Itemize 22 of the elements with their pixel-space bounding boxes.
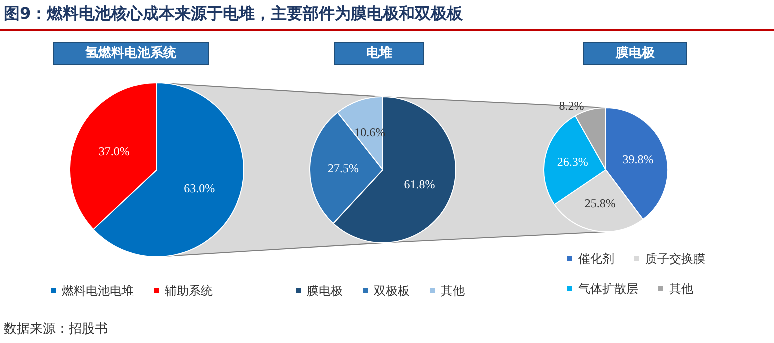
- legend-label: 双极板: [374, 284, 410, 298]
- data-label: 27.5%: [328, 161, 360, 176]
- chart-title: 氢燃料电池系统: [84, 45, 178, 61]
- chart-title: 膜电极: [615, 46, 656, 61]
- legend-label: 燃料电池电堆: [62, 284, 134, 298]
- legend-label: 催化剂: [578, 252, 614, 266]
- legend-label: 辅助系统: [165, 284, 213, 298]
- caption: 图9：燃料电池核心成本来源于电堆，主要部件为膜电极和双极板: [4, 4, 464, 25]
- data-label: 61.8%: [404, 177, 436, 192]
- data-label: 8.2%: [559, 99, 584, 114]
- legend-label: 膜电极: [307, 284, 343, 298]
- chart-title: 电堆: [366, 46, 392, 61]
- data-label: 63.0%: [184, 181, 216, 196]
- data-label: 37.0%: [98, 144, 130, 159]
- legend-label: 气体扩散层: [578, 282, 638, 296]
- legend-label: 质子交换膜: [646, 252, 706, 266]
- data-label: 39.8%: [622, 152, 654, 166]
- source-note: 数据来源：招股书: [4, 321, 108, 338]
- data-label: 26.3%: [557, 155, 588, 170]
- legend-label: 其他: [670, 282, 694, 296]
- data-label: 25.8%: [584, 196, 616, 211]
- legend-label: 其他: [441, 284, 465, 298]
